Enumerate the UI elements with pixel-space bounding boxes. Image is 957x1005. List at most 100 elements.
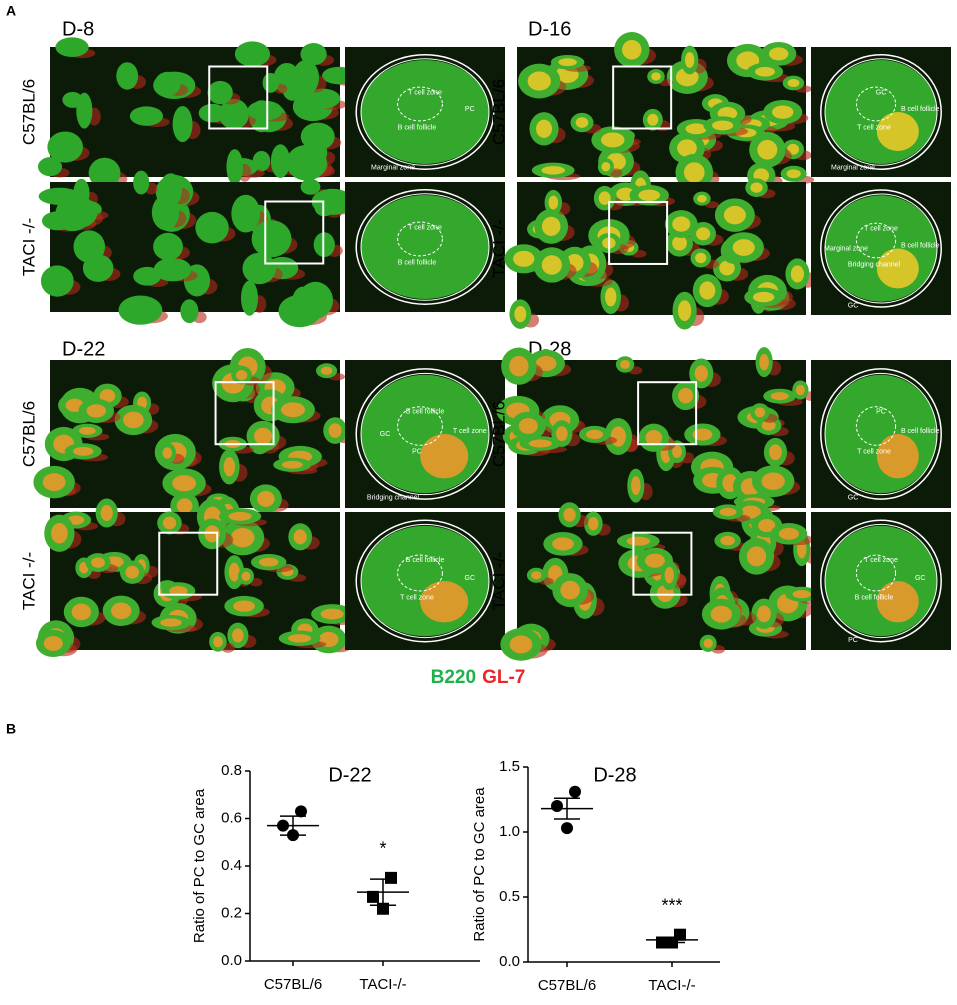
gc [710, 605, 733, 623]
micrograph [35, 496, 360, 658]
gc [761, 420, 776, 431]
inset: T cell zone B cell follicle PC Marginal zon… [345, 47, 505, 177]
chart-title: D-28 [593, 764, 636, 786]
follicle [251, 220, 292, 258]
follicle [47, 131, 83, 163]
gc [677, 300, 692, 322]
significance: *** [661, 895, 682, 915]
inset-note: B cell follicle [901, 428, 940, 435]
legend: B220 GL-7 [431, 667, 526, 688]
t-zone-outline [855, 86, 897, 122]
gc [732, 239, 755, 256]
inset-note: T cell zone [400, 594, 434, 601]
panel-label: A [6, 3, 16, 19]
y-tick-label: 0.6 [221, 809, 242, 826]
t-zone-outline [855, 554, 897, 592]
follicle [292, 59, 320, 96]
gc [73, 446, 94, 456]
zoom-box [608, 200, 669, 265]
follicle [55, 37, 89, 57]
inset-gc [420, 434, 469, 479]
gc [86, 404, 107, 418]
gc [253, 427, 273, 445]
gc [586, 429, 604, 440]
gc [712, 120, 734, 131]
gc [769, 444, 782, 461]
inset-note: B cell follicle [855, 594, 894, 601]
gc [541, 255, 562, 275]
inset-note: T cell zone [408, 89, 442, 96]
follicle [129, 106, 164, 126]
gc [600, 132, 625, 148]
gc [685, 123, 707, 135]
y-axis-label: Ratio of PC to GC area [191, 788, 208, 943]
inset-outline [355, 368, 495, 500]
inset-note: GC [380, 431, 391, 438]
gc [651, 72, 661, 81]
inset-outline [824, 193, 938, 304]
follicle [270, 144, 291, 178]
gc [241, 571, 251, 581]
inset: PC T cell zone B cell follicle GC [811, 360, 951, 508]
gc [281, 460, 303, 469]
gc [42, 473, 66, 492]
inset-outline [360, 372, 490, 496]
inset-outline [824, 523, 938, 639]
gc [750, 182, 763, 193]
inset-note: T cell zone [857, 124, 891, 131]
follicle [37, 157, 63, 177]
follicle [118, 295, 163, 325]
zoom-box [637, 381, 698, 446]
gc [795, 384, 805, 396]
inset-note: PC [876, 409, 886, 416]
gc [684, 52, 695, 68]
gc [786, 169, 801, 179]
gc [162, 516, 177, 530]
gc [720, 535, 735, 546]
gc [293, 529, 307, 545]
follicle [40, 265, 74, 297]
inset-gc [876, 112, 919, 151]
gc [778, 527, 800, 540]
micrograph [517, 32, 815, 192]
gc [757, 605, 771, 623]
follicle [172, 106, 193, 143]
inset-note: T cell zone [857, 449, 891, 456]
gc [328, 423, 342, 438]
follicle [240, 280, 258, 316]
inset-note: B cell follicle [406, 409, 445, 416]
inset-note: PC [412, 449, 422, 456]
y-tick-label: 0.4 [221, 857, 242, 874]
zoom-box [632, 531, 693, 596]
gc [792, 590, 812, 599]
zoom-box [208, 65, 269, 130]
block-title: D-16 [528, 18, 571, 40]
y-tick-label: 0.5 [499, 888, 520, 905]
gc [695, 252, 707, 264]
gc [563, 507, 576, 522]
row-label: C57BL/6 [19, 401, 38, 467]
follicle [226, 149, 244, 185]
gc [320, 366, 333, 375]
gc [204, 525, 220, 543]
significance: * [379, 839, 386, 859]
inset-note: Bridging channel [367, 494, 420, 501]
gc [110, 602, 132, 620]
gc [588, 516, 599, 531]
gc [43, 635, 63, 651]
gc [790, 265, 805, 283]
gc [558, 58, 577, 67]
inset: T cell zone Bridging channel B cell follic… [811, 182, 951, 315]
follicle [153, 257, 192, 282]
follicle [300, 178, 321, 195]
gc [125, 565, 140, 579]
inset-note: B cell follicle [901, 243, 940, 250]
gc [754, 407, 766, 418]
follicle [55, 196, 98, 229]
y-tick-label: 1.5 [499, 758, 520, 775]
gc [71, 603, 91, 621]
gc [610, 426, 626, 447]
inset-outline [824, 58, 938, 166]
follicle [242, 252, 277, 285]
chart-title: D-22 [328, 764, 371, 786]
